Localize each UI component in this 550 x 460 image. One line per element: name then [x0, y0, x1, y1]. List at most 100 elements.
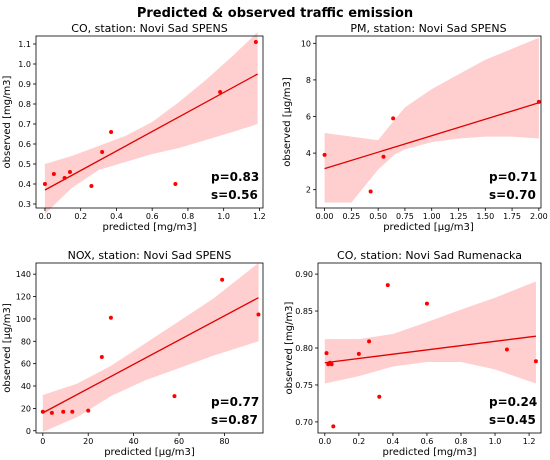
x-tick-label: 0.50: [369, 212, 387, 221]
chart-panel-2: 0.00 0.25 0.50 0.75 1.00 1.25 1.50 1.75 2.00 2 4 6 8…: [282, 22, 548, 233]
y-axis-label: observed [mg/m3]: [2, 75, 13, 168]
spearman-label: s=0.45: [489, 413, 536, 427]
y-tick-label: 20: [21, 404, 31, 413]
pearson-label: p=0.71: [489, 170, 537, 184]
y-tick-label: 80: [21, 337, 31, 346]
y-tick-label: 0.6: [18, 140, 31, 149]
confidence-band: [324, 281, 536, 384]
data-point: [377, 394, 382, 399]
data-point: [86, 408, 91, 413]
data-point: [329, 362, 334, 367]
data-point: [172, 394, 177, 399]
x-tick-label: 0.25: [342, 212, 360, 221]
x-tick-label: 2.00: [530, 212, 548, 221]
y-tick-label: 0.4: [18, 180, 31, 189]
y-tick-label: 140: [16, 270, 31, 279]
pearson-label: p=0.83: [211, 170, 259, 184]
chart-panel-1: 0.0 0.2 0.4 0.6 0.8 1.0 1.2 0.3 0.4 0.5 0.6 0.7 0.8 0…: [2, 22, 266, 233]
regression-line: [44, 73, 258, 191]
data-point: [70, 409, 75, 414]
data-point: [424, 301, 429, 306]
y-tick-label: 60: [21, 360, 31, 369]
spearman-label: s=0.56: [211, 188, 258, 202]
y-tick-label: 0.7: [18, 120, 31, 129]
y-tick-label: 0: [26, 427, 31, 436]
figure-title: Predicted & observed traffic emission: [137, 6, 413, 21]
chart-panel-4: 0.0 0.2 0.4 0.6 0.8 1.0 1.2 0.70 0.75 0.80 0.85 0.9…: [284, 249, 542, 458]
x-tick-label: 0.8: [182, 212, 195, 221]
panel-title: NOX, station: Novi Sad SPENS: [68, 249, 232, 262]
y-tick-label: 0.85: [295, 307, 313, 316]
x-tick-label: 0.0: [39, 212, 52, 221]
data-point: [381, 154, 386, 159]
data-point: [331, 424, 336, 429]
data-point: [61, 409, 66, 414]
x-tick-label: 0.4: [387, 437, 400, 446]
x-tick-label: 0: [40, 437, 45, 446]
plot-frame: [35, 35, 264, 209]
spearman-label: s=0.70: [489, 188, 536, 202]
x-tick-label: 60: [174, 437, 184, 446]
y-tick-label: 6: [306, 113, 311, 122]
data-point: [367, 339, 372, 344]
confidence-band: [44, 32, 258, 214]
y-tick-label: 0.80: [295, 344, 313, 353]
y-tick-label: 0.8: [18, 100, 31, 109]
x-tick-label: 1.25: [450, 212, 468, 221]
y-tick-label: 0.75: [295, 381, 313, 390]
y-tick-label: 2: [306, 186, 311, 195]
x-tick-label: 0.6: [146, 212, 159, 221]
y-axis-label: observed [μg/m3]: [2, 303, 13, 393]
confidence-band: [42, 263, 259, 432]
regression-line: [42, 297, 259, 414]
data-point: [324, 351, 329, 356]
x-tick-label: 40: [129, 437, 139, 446]
x-tick-label: 0.8: [455, 437, 468, 446]
x-tick-label: 1.75: [503, 212, 521, 221]
panel-title: PM, station: Novi Sad SPENS: [350, 22, 506, 35]
x-tick-label: 0.2: [74, 212, 87, 221]
data-point: [533, 359, 538, 364]
x-tick-label: 0.0: [318, 437, 331, 446]
data-point: [99, 354, 104, 359]
y-tick-label: 100: [16, 315, 31, 324]
data-point: [51, 172, 56, 176]
data-point: [356, 351, 361, 356]
x-tick-label: 0.75: [396, 212, 414, 221]
plot-frame: [35, 262, 264, 434]
data-point: [109, 130, 114, 134]
x-tick-label: 1.2: [523, 437, 536, 446]
data-point: [173, 182, 178, 186]
x-tick-label: 1.50: [476, 212, 494, 221]
data-point: [49, 410, 54, 415]
data-point: [218, 90, 223, 94]
x-tick-label: 0.6: [421, 437, 434, 446]
x-tick-label: 0.2: [352, 437, 365, 446]
data-point: [256, 312, 261, 317]
pearson-label: p=0.77: [211, 395, 259, 409]
x-tick-label: 1.0: [217, 212, 230, 221]
data-point: [391, 116, 396, 121]
y-tick-label: 1.0: [18, 60, 31, 69]
y-tick-label: 10: [301, 39, 311, 48]
data-point: [67, 170, 72, 174]
y-tick-label: 0.70: [295, 418, 313, 427]
regression-line: [324, 335, 536, 364]
x-axis-label: predicted [μg/m3]: [383, 222, 474, 233]
y-tick-label: 0.3: [18, 200, 31, 209]
regression-line: [324, 102, 540, 170]
y-axis-label: observed [mg/m3]: [284, 301, 295, 394]
pearson-label: p=0.24: [489, 395, 537, 409]
x-axis-label: predicted [μg/m3]: [104, 447, 195, 458]
y-tick-label: 0.90: [295, 270, 313, 279]
data-point: [89, 184, 94, 188]
y-tick-label: 4: [306, 149, 311, 158]
data-point: [322, 152, 327, 157]
data-point: [100, 150, 105, 154]
x-tick-label: 1.2: [253, 212, 266, 221]
x-axis-label: predicted [mg/m3]: [383, 447, 477, 458]
y-axis-label: observed [μg/m3]: [282, 77, 293, 167]
x-tick-label: 20: [83, 437, 93, 446]
x-tick-label: 1.0: [489, 437, 502, 446]
